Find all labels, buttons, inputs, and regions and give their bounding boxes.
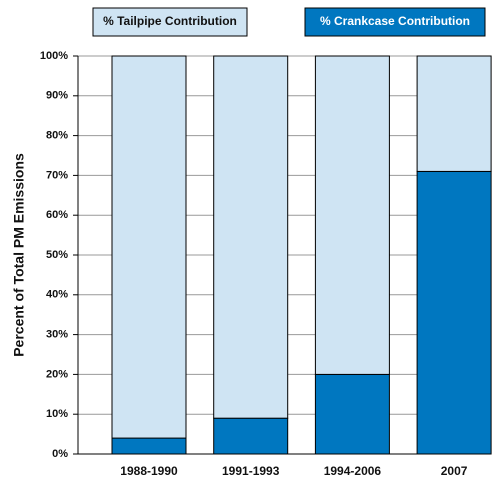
legend-label: % Crankcase Contribution <box>320 14 470 28</box>
y-tick-label: 50% <box>46 249 68 261</box>
y-tick-label: 10% <box>46 408 68 420</box>
bar-segment <box>111 55 187 439</box>
x-tick-label: 1991-1993 <box>222 464 280 478</box>
y-tick-label: 70% <box>46 169 68 181</box>
y-tick-label: 40% <box>46 289 68 301</box>
x-tick-label: 1994-2006 <box>324 464 382 478</box>
bar-segment <box>213 55 289 419</box>
y-tick-label: 30% <box>46 329 68 341</box>
y-tick-label: 80% <box>46 130 68 142</box>
y-tick-label: 90% <box>46 90 68 102</box>
bar-segment <box>213 417 289 455</box>
bar-segment <box>111 437 187 455</box>
y-tick-label: 20% <box>46 368 68 380</box>
legend-box <box>304 7 486 37</box>
x-tick-label: 2007 <box>441 464 468 478</box>
bar-segment <box>416 170 492 455</box>
y-tick-label: 0% <box>52 448 68 460</box>
bar-segment <box>314 55 390 375</box>
x-tick-label: 1988-1990 <box>120 464 178 478</box>
y-tick-label: 100% <box>40 50 68 62</box>
y-tick-label: 60% <box>46 209 68 221</box>
bar-segment <box>314 373 390 455</box>
bar-segment <box>416 55 492 172</box>
legend-box <box>92 7 248 37</box>
y-axis-label: Percent of Total PM Emissions <box>11 153 27 357</box>
legend-label: % Tailpipe Contribution <box>103 14 237 28</box>
